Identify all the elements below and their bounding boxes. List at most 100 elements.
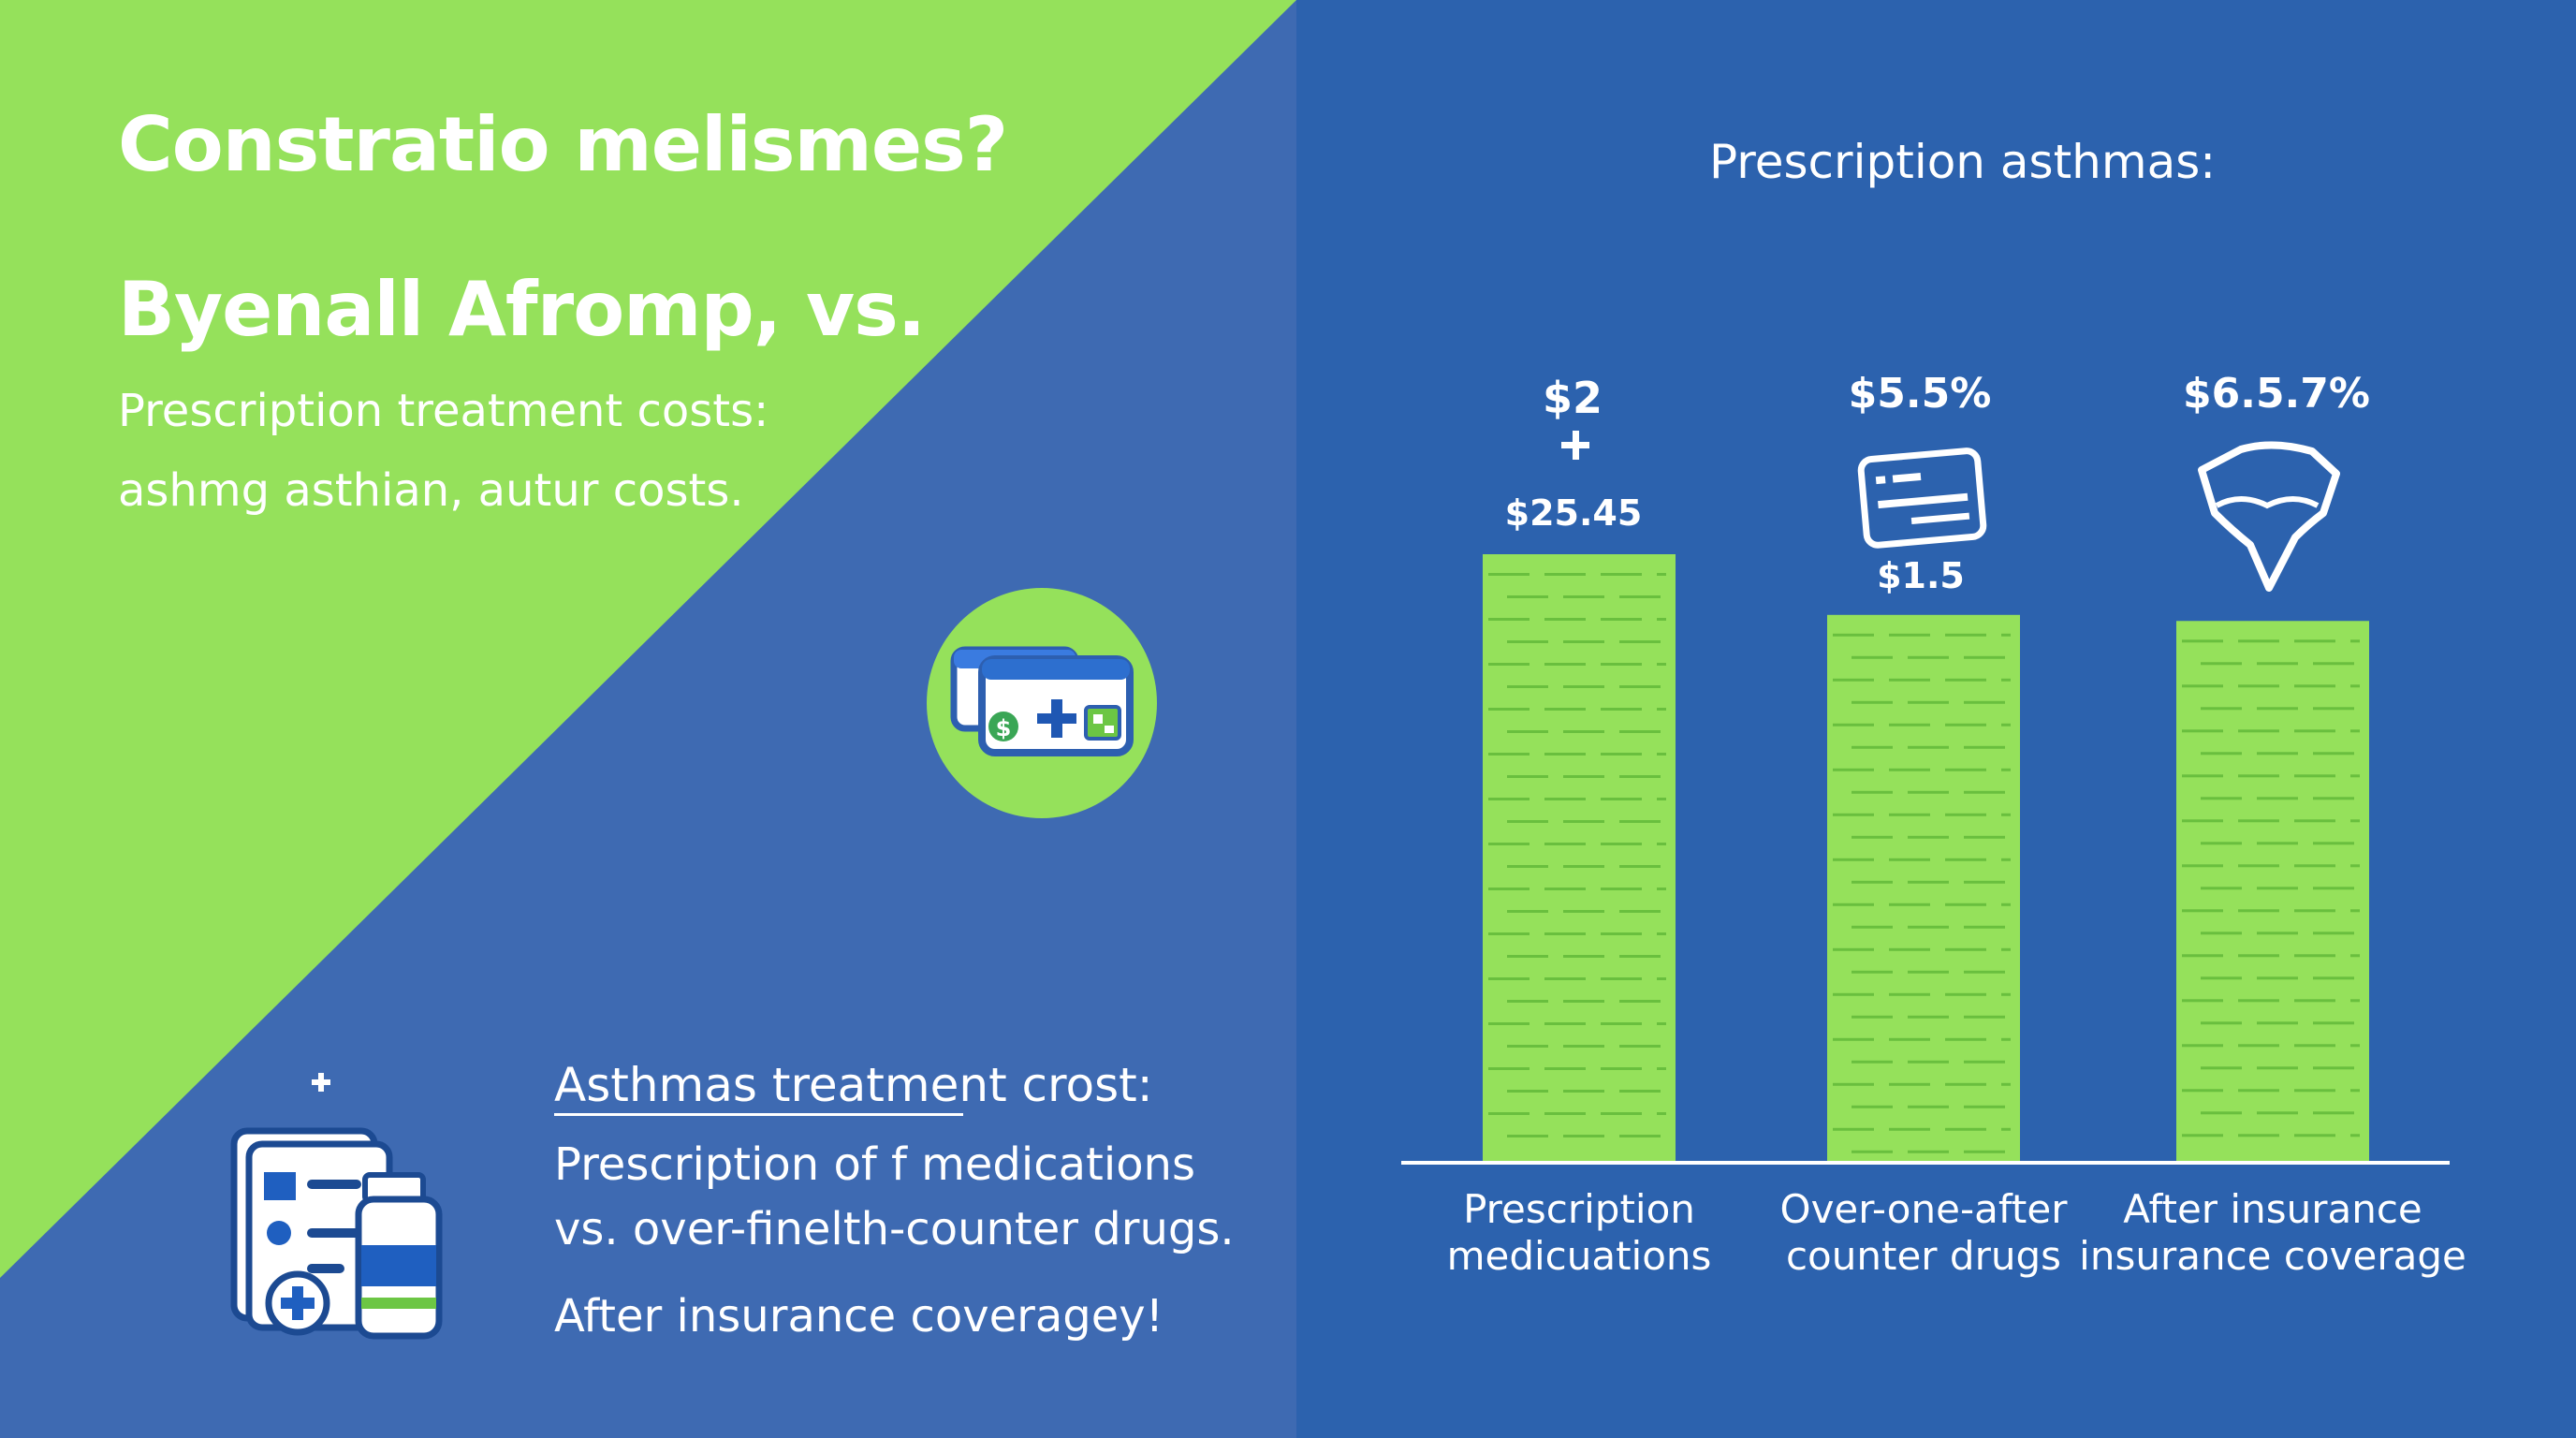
bar-1-stripe — [1488, 573, 1530, 576]
bar-1-stripe — [1601, 753, 1642, 756]
top-label-1: $2 — [1543, 373, 1603, 423]
bar-1-stripe — [1488, 843, 1530, 845]
bar-3-stripe — [2201, 1066, 2242, 1070]
bar-1-stripe — [1488, 1067, 1530, 1070]
bar-2-stripe — [1889, 947, 1930, 951]
bar-1-stripe — [1507, 1045, 1548, 1048]
bar-1-stripe — [1563, 685, 1604, 688]
bar-3-stripe — [2201, 976, 2242, 980]
bar-2-stripe — [2001, 902, 2011, 906]
bar-3-stripe — [2201, 797, 2242, 800]
bar-1-stripe — [1563, 1090, 1604, 1093]
bar-1-stripe — [1619, 820, 1661, 823]
bar-1-stripe — [1657, 663, 1666, 666]
bar-3-stripe — [2257, 976, 2298, 980]
bar-3-stripe — [2238, 999, 2279, 1003]
bar-3-stripe — [2294, 864, 2335, 868]
bar-3-stripe — [2201, 842, 2242, 845]
bar-1-stripe — [1619, 1135, 1661, 1137]
bar-1-stripe — [1601, 1022, 1642, 1025]
bar-2-stripe — [1833, 768, 1874, 771]
bar-3-stripe — [2313, 752, 2354, 756]
bar-1-stripe — [1544, 1067, 1586, 1070]
bar-3-stripe — [2238, 729, 2279, 733]
bar-1-stripe — [1657, 798, 1666, 800]
bar-3-stripe — [2182, 864, 2223, 868]
bar-3-stripe — [2313, 707, 2354, 711]
bar-1 — [1483, 554, 1676, 1161]
bar-1-stripe — [1563, 775, 1604, 778]
bar-3-stripe — [2294, 729, 2335, 733]
bar-2-stripe — [2001, 858, 2011, 861]
bar-2-stripe — [1964, 1015, 2005, 1019]
bar-3-stripe — [2182, 684, 2223, 688]
bar-2-stripe — [1889, 858, 1930, 861]
bar-1-stripe — [1507, 910, 1548, 913]
bar-2-stripe — [1908, 1060, 1949, 1064]
bar-3-stripe — [2350, 639, 2360, 643]
bar-3-stripe — [2182, 1044, 2223, 1048]
bar-2-stripe — [1833, 1082, 1874, 1086]
bar-3-stripe — [2257, 932, 2298, 935]
section-title-underline — [554, 1113, 963, 1116]
bar-2-stripe — [1833, 858, 1874, 861]
bar-2-stripe — [1852, 970, 1893, 974]
svg-text:$: $ — [996, 715, 1012, 741]
bar-2-stripe — [2001, 1127, 2011, 1131]
bar-1-stripe — [1657, 843, 1666, 845]
bar-2-stripe — [1908, 655, 1949, 659]
bar-2-stripe — [1852, 880, 1893, 884]
bar-3-stripe — [2350, 954, 2360, 958]
bar-1-stripe — [1657, 753, 1666, 756]
card-icon-line-3 — [1910, 512, 1970, 525]
bar-3-stripe — [2257, 797, 2298, 800]
bar-2-stripe — [1964, 970, 2005, 974]
bar-2-stripe — [1964, 1150, 2005, 1153]
bar-1-stripe — [1488, 708, 1530, 711]
bar-1-stripe — [1544, 1112, 1586, 1115]
bar-2-stripe — [1889, 678, 1930, 682]
bar-3-stripe — [2313, 887, 2354, 890]
bar-1-stripe — [1544, 1022, 1586, 1025]
bar-3-stripe — [2350, 684, 2360, 688]
bar-1-stripe — [1619, 775, 1661, 778]
bar-1-stripe — [1563, 1045, 1604, 1048]
bar-2-stripe — [1889, 723, 1930, 726]
card-icon-dot-1 — [1875, 476, 1886, 485]
bar-2-stripe — [1908, 1015, 1949, 1019]
bar-3-stripe — [2313, 662, 2354, 666]
category-label-2: Over-one-after — [1780, 1186, 2069, 1232]
bar-2-stripe — [1833, 1127, 1874, 1131]
bar-1-stripe — [1619, 955, 1661, 958]
bar-2-stripe — [1852, 1060, 1893, 1064]
bar-2-stripe — [1833, 1037, 1874, 1041]
inner-label-1: $25.45 — [1505, 492, 1643, 534]
bar-3-stripe — [2257, 887, 2298, 890]
bar-2-stripe — [1908, 790, 1949, 794]
bar-3-stripe — [2350, 864, 2360, 868]
bar-1-stripe — [1563, 910, 1604, 913]
bar-3-stripe — [2182, 954, 2223, 958]
bar-3-stripe — [2313, 797, 2354, 800]
section-title: Asthmas treatment crost: — [554, 1058, 1153, 1112]
bar-3-stripe — [2294, 1134, 2335, 1137]
bar-2-stripe — [1833, 678, 1874, 682]
bar-2-stripe — [1964, 655, 2005, 659]
bar-1-stripe — [1544, 977, 1586, 980]
bar-2-stripe — [1852, 1105, 1893, 1108]
bar-3-stripe — [2238, 909, 2279, 913]
bar-2-stripe — [1889, 1082, 1930, 1086]
bar-1-stripe — [1601, 843, 1642, 845]
bar-2-stripe — [1852, 745, 1893, 749]
intro-line-1: Prescription treatment costs: — [118, 385, 769, 437]
bar-2-stripe — [1852, 655, 1893, 659]
intro-line-2: ashmg asthian, autur costs. — [118, 464, 744, 517]
bar-2-stripe — [1889, 1127, 1930, 1131]
bar-1-stripe — [1507, 640, 1548, 643]
bar-2-stripe — [1908, 700, 1949, 704]
bar-3-stripe — [2350, 774, 2360, 778]
bar-2-stripe — [1945, 1082, 1986, 1086]
bar-3-stripe — [2238, 954, 2279, 958]
bar-1-stripe — [1544, 573, 1586, 576]
bar-1-stripe — [1507, 595, 1548, 598]
